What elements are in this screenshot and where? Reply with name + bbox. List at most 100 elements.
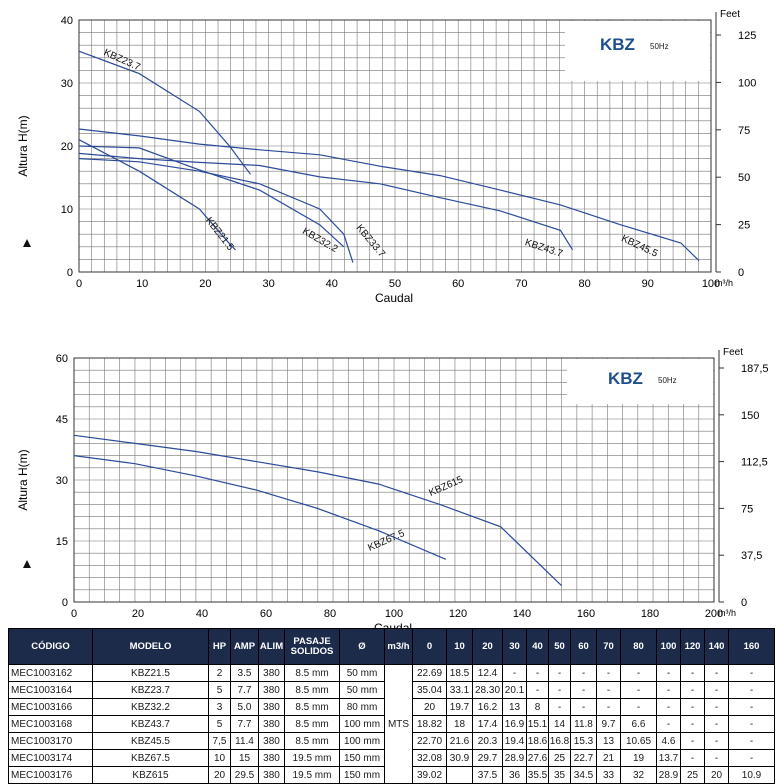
table-header-cell: HP <box>208 628 231 665</box>
table-value-cell: 33 <box>596 766 621 784</box>
table-cell: 150 mm <box>339 766 385 784</box>
table-cell: KBZ43.7 <box>92 715 209 733</box>
table-value-cell: 39.02 <box>412 766 447 784</box>
table-value-cell: 22.70 <box>412 732 447 750</box>
x-tick-label: 0 <box>71 608 77 620</box>
x-tick-label: 30 <box>262 278 274 290</box>
series-line-kbz615 <box>73 434 563 587</box>
y-tick-label: 30 <box>61 78 73 90</box>
table-value-cell: - <box>728 681 775 699</box>
table-value-cell: - <box>548 664 571 682</box>
x-tick-label: 50 <box>389 278 401 290</box>
table-value-cell: 35.04 <box>412 681 447 699</box>
y-axis-label: Altura H(m) <box>16 115 30 176</box>
table-value-cell: 29.7 <box>472 749 503 767</box>
table-value-cell: 13 <box>596 732 621 750</box>
table-value-cell: - <box>548 698 571 716</box>
x-tick-label: 100 <box>702 278 720 290</box>
right-tick-label: 187,5 <box>741 363 769 375</box>
table-cell: MEC1003162 <box>8 664 93 682</box>
table-value-cell: 22.7 <box>570 749 597 767</box>
y-axis-label: Altura H(m) <box>16 449 30 510</box>
table-header-cell: 160 <box>728 628 775 665</box>
y-tick-label: 60 <box>56 353 68 365</box>
table-header-cell: 40 <box>526 628 549 665</box>
series-label: KBZ43.7 <box>523 237 564 260</box>
x-tick-label: 100 <box>385 608 403 620</box>
table-value-cell: 19.4 <box>502 732 527 750</box>
table-cell: KBZ45.5 <box>92 732 209 750</box>
x-tick-label: 70 <box>515 278 527 290</box>
table-cell: 380 <box>258 715 285 733</box>
right-tick-label: 150 <box>741 410 759 422</box>
table-value-cell: - <box>680 749 705 767</box>
table-row: MEC1003164 KBZ23.7 5 7.7 380 8.5 mm 50 mm 35.04… <box>8 681 775 699</box>
table-cell: 7.7 <box>230 715 259 733</box>
table-value-cell: 16.8 <box>548 732 571 750</box>
right-tick-label: 0 <box>741 597 747 609</box>
table-value-cell: 18.82 <box>412 715 447 733</box>
table-header-cell: m3/h <box>384 628 413 665</box>
table-value-cell: 18.6 <box>526 732 549 750</box>
table-value-cell: - <box>728 715 775 733</box>
table-value-cell: 32.08 <box>412 749 447 767</box>
x-tick-label: 10 <box>136 278 148 290</box>
table-cell: KBZ23.7 <box>92 681 209 699</box>
table-cell: 100 mm <box>339 715 385 733</box>
chart-title: KBZ <box>600 35 635 54</box>
table-value-cell: 17.4 <box>472 715 503 733</box>
table-value-cell: - <box>680 681 705 699</box>
table-cell: KBZ21.5 <box>92 664 209 682</box>
table-value-cell <box>446 766 473 784</box>
table-value-cell: 16.2 <box>472 698 503 716</box>
table-cell: 380 <box>258 766 285 784</box>
x-tick-label: 0 <box>76 278 82 290</box>
table-value-cell: 15.3 <box>570 732 597 750</box>
series-line-kbz237 <box>78 50 251 175</box>
table-cell: 50 mm <box>339 681 385 699</box>
table-row: MEC1003166 KBZ32.2 3 5.0 380 8.5 mm 80 mm 20 19.… <box>8 698 775 716</box>
table-header-cell: Ø <box>339 628 385 665</box>
right-tick-label: 37,5 <box>741 550 762 562</box>
table-header-cell: PASAJE SOLIDOS <box>284 628 340 665</box>
table-value-cell: - <box>656 681 681 699</box>
table-value-cell: 16.9 <box>502 715 527 733</box>
table-cell: 380 <box>258 698 285 716</box>
table-value-cell: 14 <box>548 715 571 733</box>
right-tick-label: 112,5 <box>741 457 768 469</box>
table-value-cell: 20.1 <box>502 681 527 699</box>
table-cell: 7,5 <box>208 732 231 750</box>
series-label: KBZ23.7 <box>102 47 142 73</box>
table-cell: 380 <box>258 681 285 699</box>
table-cell: MEC1003174 <box>8 749 93 767</box>
table-value-cell: 34.5 <box>570 766 597 784</box>
table-value-cell: - <box>704 732 729 750</box>
table-cell: 15 <box>230 749 259 767</box>
table-value-cell: - <box>596 664 621 682</box>
table-cell: KBZ615 <box>92 766 209 784</box>
table-cell: MEC1003176 <box>8 766 93 784</box>
table-cell: 8.5 mm <box>284 715 340 733</box>
table-cell: 380 <box>258 749 285 767</box>
table-value-cell: - <box>680 664 705 682</box>
table-header-cell: MODELO <box>92 628 209 665</box>
right-tick-label: 100 <box>738 77 756 89</box>
table-cell: 3 <box>208 698 231 716</box>
table-value-cell: - <box>728 664 775 682</box>
table-header-cell: 10 <box>446 628 473 665</box>
table-value-cell: - <box>728 698 775 716</box>
table-value-cell: 28.9 <box>502 749 527 767</box>
table-value-cell: 22.69 <box>412 664 447 682</box>
table-value-cell: 33.1 <box>446 681 473 699</box>
plot-frame <box>73 357 715 603</box>
right-tick-label: 50 <box>738 172 750 184</box>
table-value-cell: - <box>704 749 729 767</box>
table-value-cell: - <box>526 664 549 682</box>
table-value-cell: 13 <box>502 698 527 716</box>
triangle-marker <box>23 560 31 568</box>
table-value-cell: - <box>680 732 705 750</box>
table-value-cell: 19 <box>620 749 657 767</box>
x-tick-label: 120 <box>449 608 467 620</box>
